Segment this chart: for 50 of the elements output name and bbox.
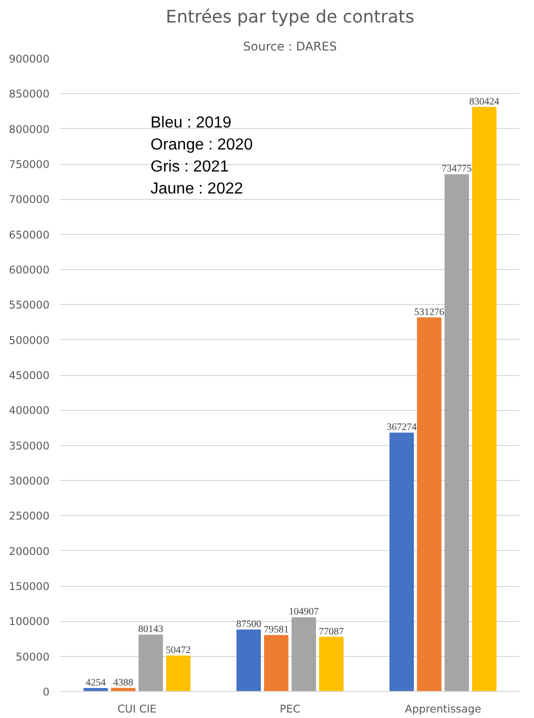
data-label: 79581: [264, 624, 289, 636]
data-label: 830424: [469, 96, 500, 108]
bar: [264, 635, 288, 692]
y-tick-label: 750000: [8, 158, 50, 171]
y-tick-label: 0: [42, 686, 50, 698]
bar: [417, 317, 442, 692]
y-tick-label: 250000: [8, 510, 50, 523]
y-tick-label: 500000: [8, 334, 50, 347]
annotation: Orange : 2020: [150, 136, 253, 154]
bar: [444, 174, 469, 692]
y-tick-label: 850000: [8, 88, 50, 101]
bar: [236, 629, 261, 692]
data-label: 104907: [288, 606, 319, 618]
y-tick-label: 150000: [8, 580, 50, 593]
annotation: Gris : 2021: [150, 158, 229, 176]
y-tick-label: 350000: [8, 439, 50, 452]
x-tick-label: PEC: [280, 702, 300, 716]
y-tick-label: 100000: [8, 615, 50, 628]
data-label: 77087: [318, 626, 344, 638]
y-tick-label: 800000: [8, 122, 50, 136]
bar: [292, 617, 316, 692]
y-tick-label: 700000: [8, 193, 50, 206]
bar: [319, 636, 344, 692]
annotation: Jaune : 2022: [150, 180, 244, 198]
y-tick-label: 400000: [8, 404, 50, 418]
data-label: 80143: [138, 624, 164, 636]
bar: [138, 634, 163, 692]
chart-title: Entrées par type de contrats: [166, 8, 414, 28]
chart-subtitle: Source : DARES: [243, 40, 337, 54]
y-tick-label: 200000: [8, 544, 50, 558]
y-tick-label: 300000: [8, 474, 50, 488]
x-tick-label: Apprentissage: [404, 702, 482, 716]
data-label: 734775: [442, 164, 472, 175]
y-tick-label: 900000: [8, 52, 50, 66]
bar: [472, 106, 497, 692]
y-tick-label: 550000: [8, 298, 50, 312]
bar: [389, 432, 414, 692]
data-label: 50472: [166, 645, 191, 656]
x-tick-label: CUI CIE: [117, 702, 157, 716]
data-label: 4388: [113, 677, 134, 688]
y-tick-label: 600000: [8, 264, 50, 276]
data-label: 87500: [236, 618, 262, 630]
data-label: 4254: [86, 678, 106, 689]
data-label: 367274: [386, 422, 417, 434]
y-tick-label: 50000: [16, 650, 50, 664]
data-label: 531276: [414, 306, 444, 318]
y-tick-label: 650000: [8, 228, 50, 242]
y-tick-label: 450000: [8, 369, 50, 382]
annotation: Bleu : 2019: [150, 114, 232, 132]
bar: [166, 656, 191, 692]
